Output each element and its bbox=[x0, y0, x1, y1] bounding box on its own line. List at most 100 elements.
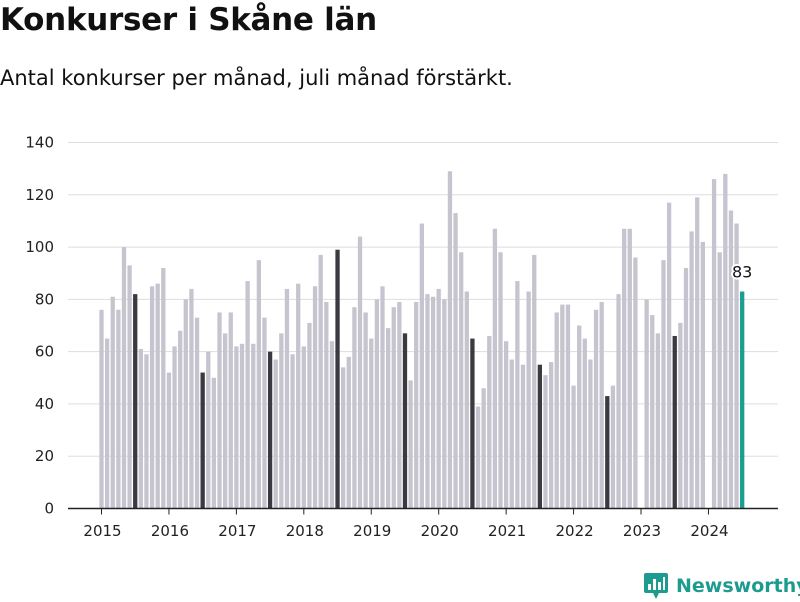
x-tick-label: 2017 bbox=[218, 522, 256, 540]
bar bbox=[610, 385, 616, 509]
bar bbox=[301, 346, 306, 509]
bar bbox=[127, 265, 132, 509]
bar bbox=[161, 267, 166, 509]
chart-title: Konkurser i Skåne län bbox=[0, 2, 377, 38]
bar-july bbox=[470, 338, 475, 509]
bar bbox=[627, 228, 632, 509]
bar bbox=[318, 254, 323, 509]
bar bbox=[206, 351, 211, 509]
bar bbox=[622, 228, 627, 509]
bar bbox=[666, 202, 672, 509]
bar bbox=[121, 247, 127, 509]
bar bbox=[363, 312, 368, 509]
bar bbox=[571, 385, 576, 509]
bar bbox=[475, 406, 481, 509]
bar bbox=[678, 322, 683, 509]
latest-value-label: 83 bbox=[732, 263, 752, 282]
y-tick-label: 120 bbox=[25, 186, 54, 204]
bar bbox=[655, 333, 661, 509]
bar bbox=[419, 223, 424, 509]
bar bbox=[560, 304, 565, 509]
bar bbox=[256, 260, 262, 509]
x-tick-label: 2024 bbox=[690, 522, 728, 540]
bar bbox=[526, 291, 531, 509]
bar bbox=[459, 252, 464, 509]
bar bbox=[138, 349, 143, 509]
bar bbox=[543, 375, 548, 509]
bar-july bbox=[672, 335, 677, 509]
bar bbox=[352, 307, 357, 509]
bar bbox=[481, 388, 486, 509]
bar-july bbox=[133, 294, 138, 509]
bar-july bbox=[537, 364, 543, 509]
bar bbox=[110, 296, 115, 509]
bar bbox=[357, 236, 363, 509]
bar bbox=[650, 315, 655, 509]
bar bbox=[520, 364, 526, 509]
bar bbox=[633, 257, 638, 509]
bar bbox=[577, 325, 582, 509]
bar bbox=[284, 288, 290, 509]
bar bbox=[369, 338, 374, 509]
brand-name: Newsworthy bbox=[676, 575, 800, 597]
bar-july bbox=[200, 372, 205, 509]
bar bbox=[273, 359, 278, 509]
bar bbox=[503, 341, 509, 509]
bar-july bbox=[267, 351, 273, 509]
bar bbox=[430, 296, 436, 509]
bar bbox=[487, 335, 492, 509]
bar bbox=[155, 283, 160, 509]
bar bbox=[290, 354, 295, 509]
bar-july bbox=[402, 333, 408, 509]
bar bbox=[324, 301, 329, 509]
bar bbox=[695, 197, 700, 509]
bar bbox=[442, 299, 447, 509]
bar bbox=[234, 346, 239, 509]
bar bbox=[588, 359, 593, 509]
bar bbox=[554, 312, 559, 509]
bar bbox=[312, 286, 318, 509]
bar bbox=[149, 286, 155, 509]
bar bbox=[661, 260, 666, 509]
bar bbox=[498, 252, 503, 509]
bar bbox=[683, 267, 689, 509]
bar-latest bbox=[740, 291, 745, 509]
y-tick-label: 60 bbox=[35, 343, 54, 361]
bar bbox=[296, 283, 301, 509]
bar bbox=[700, 241, 705, 509]
bar bbox=[189, 288, 194, 509]
bar bbox=[116, 309, 121, 509]
bar bbox=[408, 380, 413, 509]
x-tick-label: 2015 bbox=[83, 522, 121, 540]
bar bbox=[582, 338, 587, 509]
bar bbox=[453, 213, 458, 509]
bar bbox=[211, 377, 217, 509]
bar bbox=[689, 231, 694, 509]
bar bbox=[391, 307, 396, 509]
chart-subtitle: Antal konkurser per månad, juli månad fö… bbox=[0, 66, 513, 90]
bar bbox=[104, 338, 110, 509]
bar bbox=[565, 304, 571, 509]
bar bbox=[178, 330, 183, 509]
bar bbox=[616, 294, 621, 509]
bar bbox=[183, 299, 188, 509]
bar bbox=[447, 171, 453, 509]
bar bbox=[239, 343, 245, 509]
bar bbox=[397, 301, 402, 509]
y-tick-label: 20 bbox=[35, 447, 54, 465]
x-tick-label: 2023 bbox=[623, 522, 661, 540]
bar-chart-logo-icon bbox=[644, 573, 668, 599]
y-tick-label: 40 bbox=[35, 395, 54, 413]
bar bbox=[532, 254, 537, 509]
bar bbox=[509, 359, 514, 509]
bar bbox=[194, 317, 200, 509]
bar bbox=[279, 333, 284, 509]
bar bbox=[228, 312, 233, 509]
bar bbox=[723, 173, 728, 509]
bar bbox=[262, 317, 267, 509]
bar bbox=[548, 362, 554, 509]
bar bbox=[341, 367, 346, 509]
bar bbox=[99, 309, 104, 509]
y-tick-label: 0 bbox=[44, 500, 54, 518]
